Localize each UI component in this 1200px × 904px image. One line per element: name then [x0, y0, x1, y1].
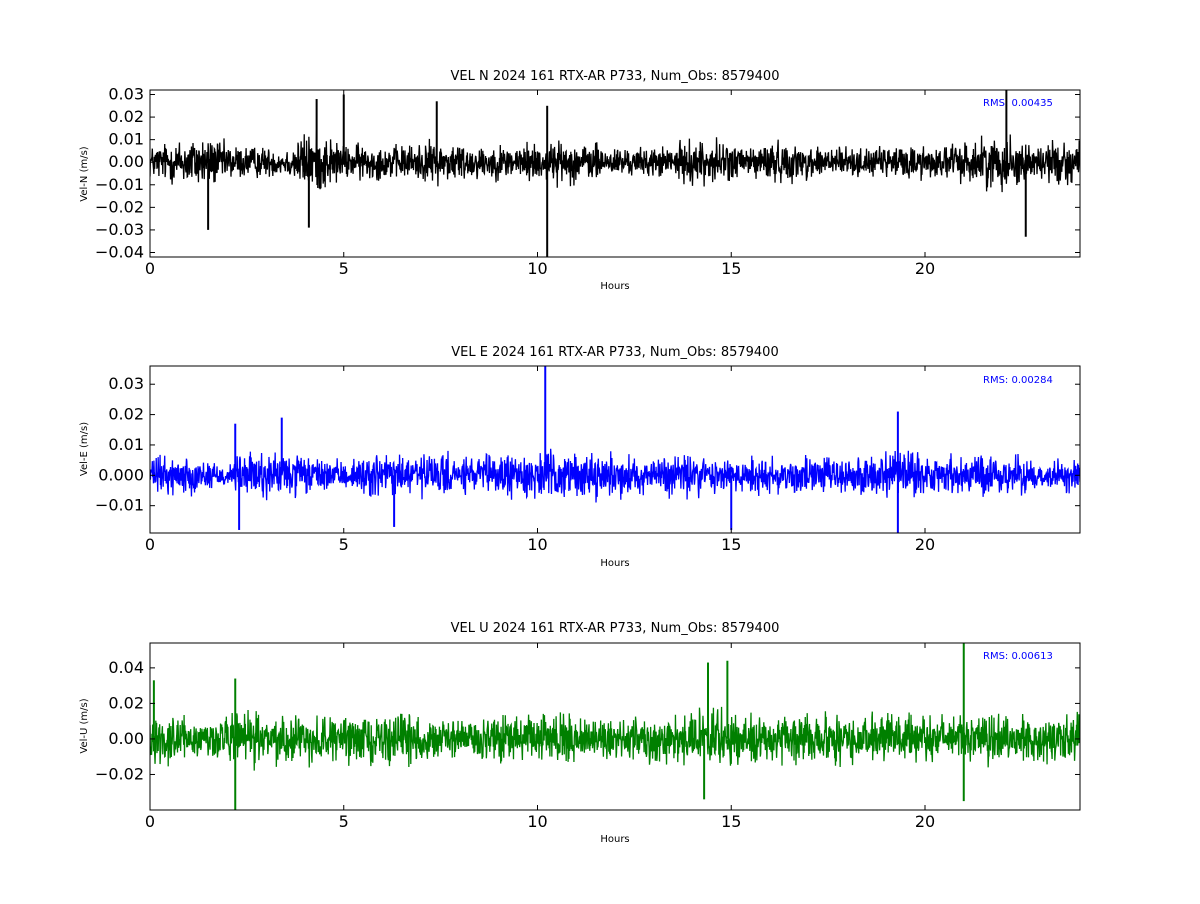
y-tick-label: 0.03 — [108, 374, 144, 393]
y-tick-label: −0.03 — [95, 220, 144, 239]
y-tick-label: 0.04 — [108, 658, 144, 677]
axes-frame — [149, 642, 1081, 811]
x-axis-label: Hours — [600, 281, 629, 292]
x-tick-label: 20 — [915, 535, 935, 554]
x-tick-label: 10 — [527, 259, 547, 278]
y-tick-label: 0.02 — [108, 107, 144, 126]
x-axis-label: Hours — [600, 558, 629, 569]
x-tick-label: 5 — [339, 535, 349, 554]
series-line — [150, 448, 1080, 503]
y-tick-label: −0.02 — [95, 764, 144, 783]
x-tick-label: 10 — [527, 535, 547, 554]
x-tick-label: 10 — [527, 812, 547, 831]
y-tick-label: 0.00 — [108, 729, 144, 748]
x-tick-label: 0 — [145, 535, 155, 554]
y-tick-label: 0.02 — [108, 405, 144, 424]
panel-title: VEL U 2024 161 RTX-AR P733, Num_Obs: 857… — [451, 621, 780, 636]
panel-title: VEL E 2024 161 RTX-AR P733, Num_Obs: 857… — [451, 345, 778, 360]
rms-annotation: RMS: 0.00435 — [983, 98, 1053, 109]
panel-vel-u: VEL U 2024 161 RTX-AR P733, Num_Obs: 857… — [79, 621, 1081, 845]
series-line — [150, 129, 1080, 193]
series-line — [150, 706, 1080, 771]
x-axis-label: Hours — [600, 834, 629, 845]
x-tick-label: 0 — [145, 259, 155, 278]
y-tick-label: 0.01 — [108, 435, 144, 454]
y-axis-label: Vel-N (m/s) — [79, 146, 90, 201]
axes-frame — [149, 365, 1081, 534]
x-tick-label: 15 — [721, 812, 741, 831]
x-tick-label: 15 — [721, 535, 741, 554]
rms-annotation: RMS: 0.00613 — [983, 651, 1053, 662]
y-tick-label: −0.02 — [95, 197, 144, 216]
x-tick-label: 20 — [915, 259, 935, 278]
y-axis-label: Vel-E (m/s) — [79, 422, 90, 476]
y-tick-label: 0.000 — [98, 465, 144, 484]
axes-frame — [149, 89, 1081, 258]
x-tick-label: 5 — [339, 812, 349, 831]
y-tick-label: −0.04 — [95, 242, 144, 261]
y-tick-label: 0.02 — [108, 693, 144, 712]
y-tick-label: −0.01 — [95, 175, 144, 194]
x-tick-label: 5 — [339, 259, 349, 278]
panel-vel-e: VEL E 2024 161 RTX-AR P733, Num_Obs: 857… — [79, 345, 1081, 569]
y-axis-label: Vel-U (m/s) — [79, 698, 90, 753]
x-tick-label: 20 — [915, 812, 935, 831]
panel-title: VEL N 2024 161 RTX-AR P733, Num_Obs: 857… — [451, 69, 780, 84]
y-tick-label: 0.03 — [108, 85, 144, 104]
rms-annotation: RMS: 0.00284 — [983, 375, 1053, 386]
x-tick-label: 15 — [721, 259, 741, 278]
x-tick-label: 0 — [145, 812, 155, 831]
y-tick-label: 0.01 — [108, 130, 144, 149]
y-tick-label: −0.01 — [95, 496, 144, 515]
y-tick-label: 0.00 — [108, 152, 144, 171]
panel-vel-n: VEL N 2024 161 RTX-AR P733, Num_Obs: 857… — [79, 69, 1081, 292]
